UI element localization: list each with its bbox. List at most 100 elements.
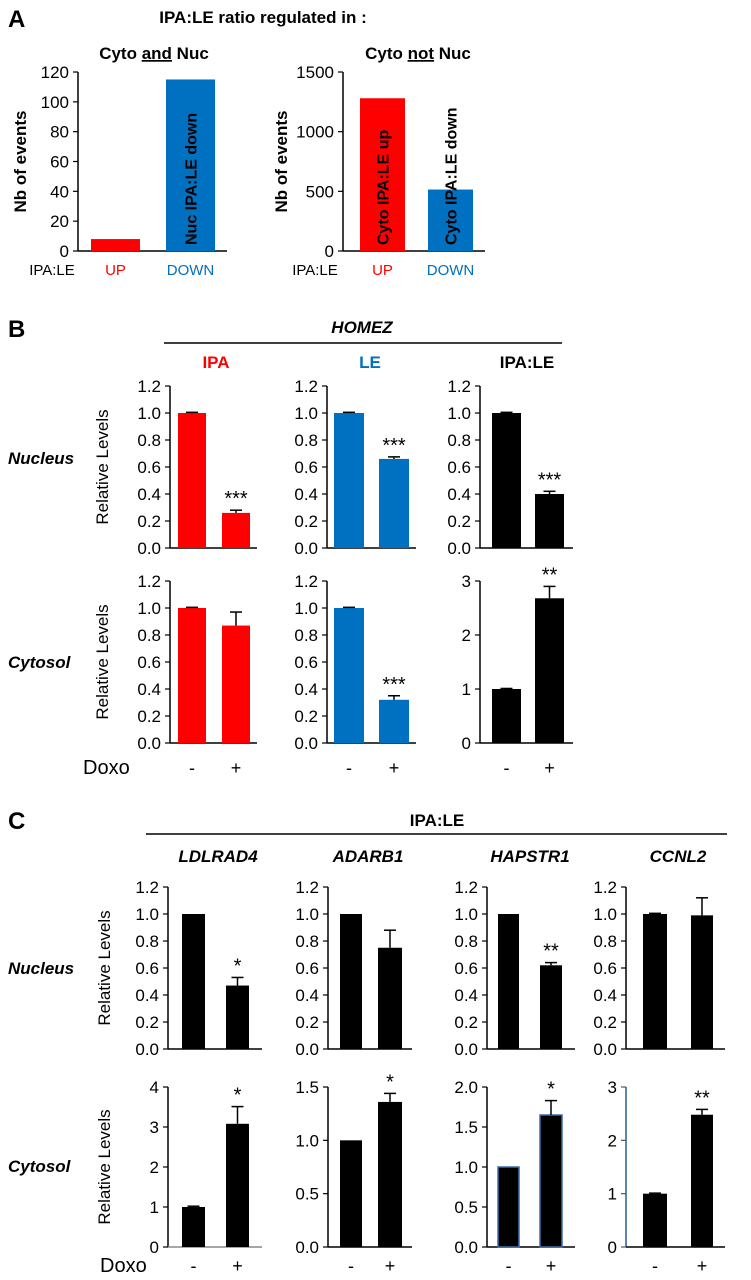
y-axis-label: Relative Levels xyxy=(93,409,112,524)
panel-a-letter: A xyxy=(8,6,25,33)
panel-b-col-ipa-le: IPA:LE xyxy=(500,353,554,372)
significance-marker: * xyxy=(234,1085,242,1107)
significance-marker: * xyxy=(234,955,242,977)
bar-plus xyxy=(535,494,564,548)
category-label: UP xyxy=(105,262,126,279)
bar-plus xyxy=(222,512,250,548)
y-tick-label: 0.6 xyxy=(447,458,471,477)
significance-marker: ** xyxy=(694,1087,710,1109)
panel-b-col-ipa: IPA xyxy=(202,353,229,372)
chart-5: 0.0 0.2 0.4 0.6 0.8 1.0 1.2 - + Relative Levels xyxy=(93,572,257,778)
bar-minus xyxy=(498,914,519,1049)
y-axis-label: Relative Levels xyxy=(95,1109,114,1224)
bar-minus xyxy=(492,413,521,548)
panel-c-gene-hapstr1: HAPSTR1 xyxy=(490,847,569,866)
bar-label: Cyto IPA:LE up xyxy=(376,130,393,245)
y-axis-label: Nb of events xyxy=(272,110,291,212)
panel-c-letter: C xyxy=(8,808,25,835)
y-tick-label: 0.6 xyxy=(294,653,318,672)
category-label: + xyxy=(544,758,555,778)
y-axis-label: Nb of events xyxy=(11,110,30,212)
y-tick-label: 1500 xyxy=(296,63,334,82)
y-tick-label: 0.0 xyxy=(135,1040,159,1059)
y-tick-label: 0.4 xyxy=(294,680,318,699)
panel-a-x-prefix-1: IPA:LE xyxy=(29,262,75,279)
bar-label: Nuc IPA:LE down xyxy=(184,113,201,245)
category-label: - xyxy=(348,1256,354,1276)
panel-a-subtitle-2: Cyto not Nuc xyxy=(365,44,471,63)
y-tick-label: 0.0 xyxy=(137,734,161,753)
y-tick-label: 1.2 xyxy=(294,572,318,591)
y-tick-label: 0.2 xyxy=(447,512,471,531)
bar-plus xyxy=(691,915,713,1049)
panel-c-gene-ccnl2: CCNL2 xyxy=(650,847,707,866)
category-label: + xyxy=(232,1256,243,1276)
y-tick-label: 0.8 xyxy=(447,431,471,450)
significance-marker: *** xyxy=(382,435,406,457)
y-tick-label: 0.2 xyxy=(295,1013,319,1032)
bar-minus xyxy=(178,608,206,743)
y-tick-label: 0.0 xyxy=(593,1040,617,1059)
panel-b-xlabel-doxo: Doxo xyxy=(83,757,130,779)
chart-2: 0.0 0.2 0.4 0.6 0.8 1.0 1.2 *** Relative Levels xyxy=(93,377,257,558)
y-tick-label: 1.0 xyxy=(593,905,617,924)
y-tick-label: 1.0 xyxy=(447,404,471,423)
bar-plus xyxy=(691,1114,713,1247)
panel-c-gene-adarb1: ADARB1 xyxy=(332,847,404,866)
bar-minus xyxy=(334,413,364,548)
y-tick-label: 1.0 xyxy=(137,404,161,423)
bar-plus xyxy=(226,1123,249,1247)
y-tick-label: 1.0 xyxy=(454,1158,478,1177)
y-tick-label: 1 xyxy=(462,680,471,699)
y-tick-label: 0.8 xyxy=(593,932,617,951)
chart-0: 0 20 40 60 80 100 120 UP Nuc IPA:LE down DOWN Nb o… xyxy=(11,63,227,279)
y-tick-label: 2 xyxy=(608,1131,617,1150)
bar-plus xyxy=(378,1101,402,1247)
bar-minus xyxy=(643,914,667,1049)
y-tick-label: 1.0 xyxy=(135,905,159,924)
y-tick-label: 2 xyxy=(150,1158,159,1177)
y-tick-label: 3 xyxy=(150,1118,159,1137)
y-tick-label: 1.0 xyxy=(137,599,161,618)
bar-minus xyxy=(182,1207,205,1247)
y-tick-label: 0.6 xyxy=(295,959,319,978)
panel-a-title: IPA:LE ratio regulated in : xyxy=(159,8,366,27)
y-tick-label: 0.2 xyxy=(454,1013,478,1032)
y-tick-label: 0.2 xyxy=(593,1013,617,1032)
category-label: - xyxy=(504,758,510,778)
y-tick-label: 0.8 xyxy=(135,932,159,951)
y-tick-label: 1 xyxy=(150,1198,159,1217)
bar-minus xyxy=(643,1193,667,1247)
category-label: DOWN xyxy=(427,262,475,279)
bar-up xyxy=(360,98,405,252)
y-tick-label: 100 xyxy=(41,93,69,112)
y-tick-label: 60 xyxy=(50,153,69,172)
panel-b-col-le: LE xyxy=(359,353,381,372)
y-tick-label: 0.6 xyxy=(294,458,318,477)
y-tick-label: 80 xyxy=(50,123,69,142)
y-tick-label: 40 xyxy=(50,182,69,201)
chart-7: 0 1 2 3 - + ** xyxy=(462,564,573,778)
significance-marker: * xyxy=(547,1079,555,1101)
y-tick-label: 0.2 xyxy=(137,707,161,726)
panel-c-row-cytosol: Cytosol xyxy=(8,1157,72,1176)
y-tick-label: 0.8 xyxy=(454,932,478,951)
y-tick-label: 0.4 xyxy=(294,485,318,504)
y-tick-label: 1.2 xyxy=(294,377,318,396)
y-tick-label: 0.8 xyxy=(295,932,319,951)
bar-plus xyxy=(379,458,409,548)
y-tick-label: 0.8 xyxy=(294,626,318,645)
y-tick-label: 1.0 xyxy=(295,905,319,924)
bar-minus xyxy=(340,914,362,1049)
y-tick-label: 0 xyxy=(325,242,334,261)
y-tick-label: 0.5 xyxy=(295,1185,319,1204)
y-tick-label: 0.2 xyxy=(135,1013,159,1032)
chart-6: 0.0 0.2 0.4 0.6 0.8 1.0 1.2 - + *** xyxy=(294,572,416,778)
category-label: DOWN xyxy=(167,262,215,279)
panel-a-subtitle-1: Cyto and Nuc xyxy=(99,44,209,63)
bar-plus xyxy=(379,699,409,743)
panel-b-gene: HOMEZ xyxy=(331,318,393,337)
category-label: + xyxy=(231,758,242,778)
